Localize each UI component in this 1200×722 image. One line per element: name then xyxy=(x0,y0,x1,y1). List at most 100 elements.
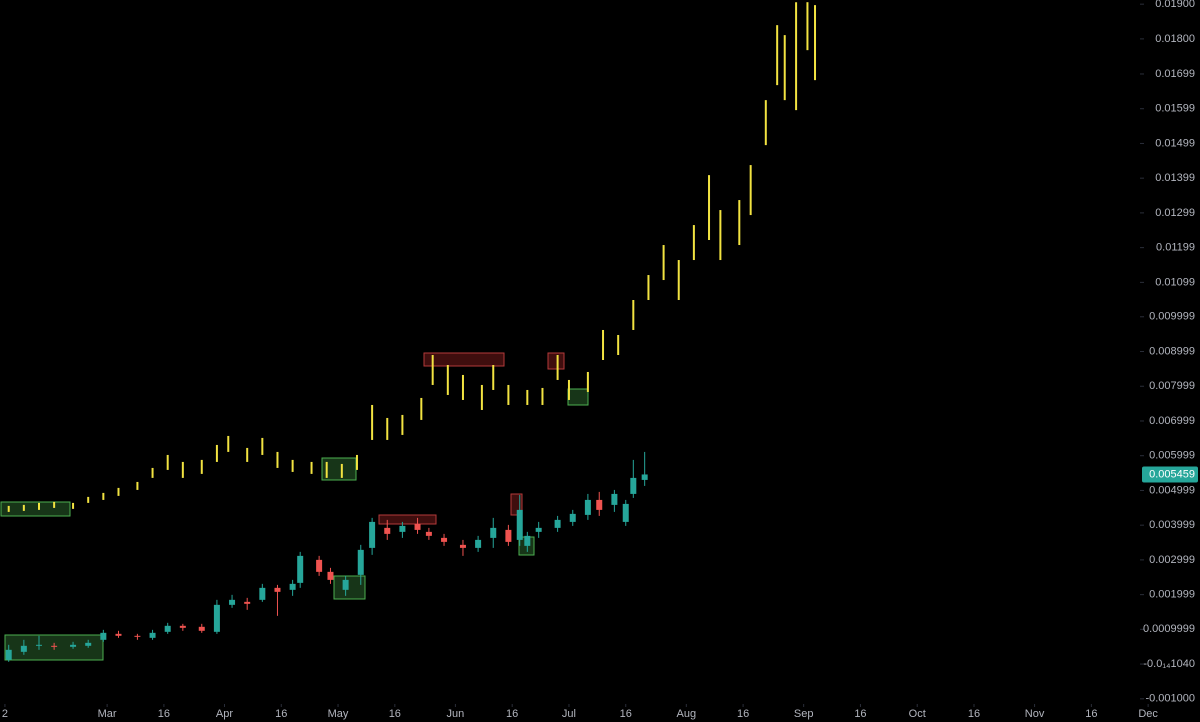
x-tick-label: Jun xyxy=(447,708,465,720)
candle-body xyxy=(505,529,512,542)
candle-body xyxy=(399,525,406,532)
y-tick-label: 0.005999 xyxy=(1149,450,1195,462)
candle-body xyxy=(244,601,251,604)
x-tick-label: 2 xyxy=(2,708,8,720)
candle-body xyxy=(357,549,364,575)
candle-body xyxy=(316,559,323,572)
candle-body xyxy=(274,587,281,592)
y-tick-label: 0.01900 xyxy=(1155,0,1195,10)
candle-body xyxy=(134,635,141,637)
x-tick-label: Jul xyxy=(562,708,576,720)
candle-body xyxy=(611,493,618,505)
last-price-label: 0.005459 xyxy=(1149,468,1195,480)
y-tick-label: 0.001999 xyxy=(1149,589,1195,601)
candle-body xyxy=(20,645,27,652)
candle-body xyxy=(384,527,391,534)
y-tick-label: 0.01800 xyxy=(1155,33,1195,45)
x-tick-label: May xyxy=(328,708,349,720)
support-box xyxy=(333,575,366,600)
candle-body xyxy=(51,645,58,647)
y-tick-label: 0.002999 xyxy=(1149,554,1195,566)
candle-body xyxy=(327,571,334,580)
candle-body xyxy=(524,535,531,546)
candle-body xyxy=(213,604,220,632)
x-tick-label: Mar xyxy=(98,708,117,720)
candle-body xyxy=(641,474,648,480)
y-tick-label: 0.01699 xyxy=(1155,68,1195,80)
x-tick-label: Apr xyxy=(216,708,233,720)
resistance-box xyxy=(547,352,565,370)
support-box xyxy=(567,388,589,406)
candle-body xyxy=(516,509,523,540)
candle-body xyxy=(584,499,591,515)
resistance-box xyxy=(378,514,437,525)
annotations xyxy=(0,352,589,661)
y-tick-label: 0.01299 xyxy=(1155,207,1195,219)
candle-body xyxy=(342,579,349,590)
y-tick-label: 0.008999 xyxy=(1149,345,1195,357)
x-tick-label: 16 xyxy=(1085,708,1097,720)
y-tick-label: 0.003999 xyxy=(1149,519,1195,531)
x-tick-label: Aug xyxy=(677,708,697,720)
x-tick-label: 16 xyxy=(275,708,287,720)
candle-body xyxy=(164,625,171,632)
x-tick-label: 16 xyxy=(389,708,401,720)
x-tick-label: 16 xyxy=(506,708,518,720)
candle-body xyxy=(459,544,466,548)
x-tick-label: Oct xyxy=(909,708,926,720)
x-tick-label: Sep xyxy=(794,708,814,720)
candle-body xyxy=(100,632,107,640)
resistance-box xyxy=(423,352,505,367)
y-tick-label: -0.0₁₄1040 xyxy=(1143,658,1195,670)
y-tick-label: 0.004999 xyxy=(1149,484,1195,496)
candle-body xyxy=(630,477,637,494)
candle-body xyxy=(297,555,304,583)
resistance-box xyxy=(510,493,523,516)
candle-body xyxy=(179,625,186,628)
x-tick-label: Dec xyxy=(1138,708,1158,720)
x-tick-label: 16 xyxy=(968,708,980,720)
candle-body xyxy=(490,527,497,538)
candle-body xyxy=(596,499,603,510)
last-price-tag xyxy=(1142,466,1198,483)
y-tick-label: 0.01099 xyxy=(1155,276,1195,288)
candle-body xyxy=(554,519,561,528)
candle-body xyxy=(414,523,421,530)
candle-body xyxy=(229,599,236,605)
candle-body xyxy=(622,503,629,522)
y-tick-label: -0.001000 xyxy=(1145,693,1195,705)
candle-body xyxy=(535,527,542,532)
y-tick-label: 0.007999 xyxy=(1149,380,1195,392)
y-tick-label: 0.006999 xyxy=(1149,415,1195,427)
candle-body xyxy=(369,521,376,548)
support-box xyxy=(0,501,71,517)
y-tick-label: 0.0009999 xyxy=(1143,623,1195,635)
x-tick-label: 16 xyxy=(854,708,866,720)
candle-body xyxy=(259,587,266,600)
candle-body xyxy=(85,642,92,646)
y-tick-label: 0.01399 xyxy=(1155,172,1195,184)
x-tick-label: 16 xyxy=(158,708,170,720)
candle-body xyxy=(35,644,42,646)
candle-body xyxy=(115,633,122,636)
candle-body xyxy=(569,513,576,522)
y-tick-label: 0.01499 xyxy=(1155,137,1195,149)
x-tick-label: 16 xyxy=(737,708,749,720)
candle-body xyxy=(475,539,482,548)
candle-body xyxy=(198,626,205,631)
candle-body xyxy=(441,537,448,542)
x-tick-label: 16 xyxy=(620,708,632,720)
candle-body xyxy=(5,649,12,660)
x-tick-label: Nov xyxy=(1025,708,1045,720)
candle-body xyxy=(149,632,156,638)
support-box xyxy=(4,634,104,661)
candle-body xyxy=(289,583,296,590)
candle-body xyxy=(425,531,432,536)
y-tick-label: 0.01599 xyxy=(1155,103,1195,115)
candle-body xyxy=(70,644,77,647)
y-tick-label: 0.01199 xyxy=(1156,242,1195,254)
